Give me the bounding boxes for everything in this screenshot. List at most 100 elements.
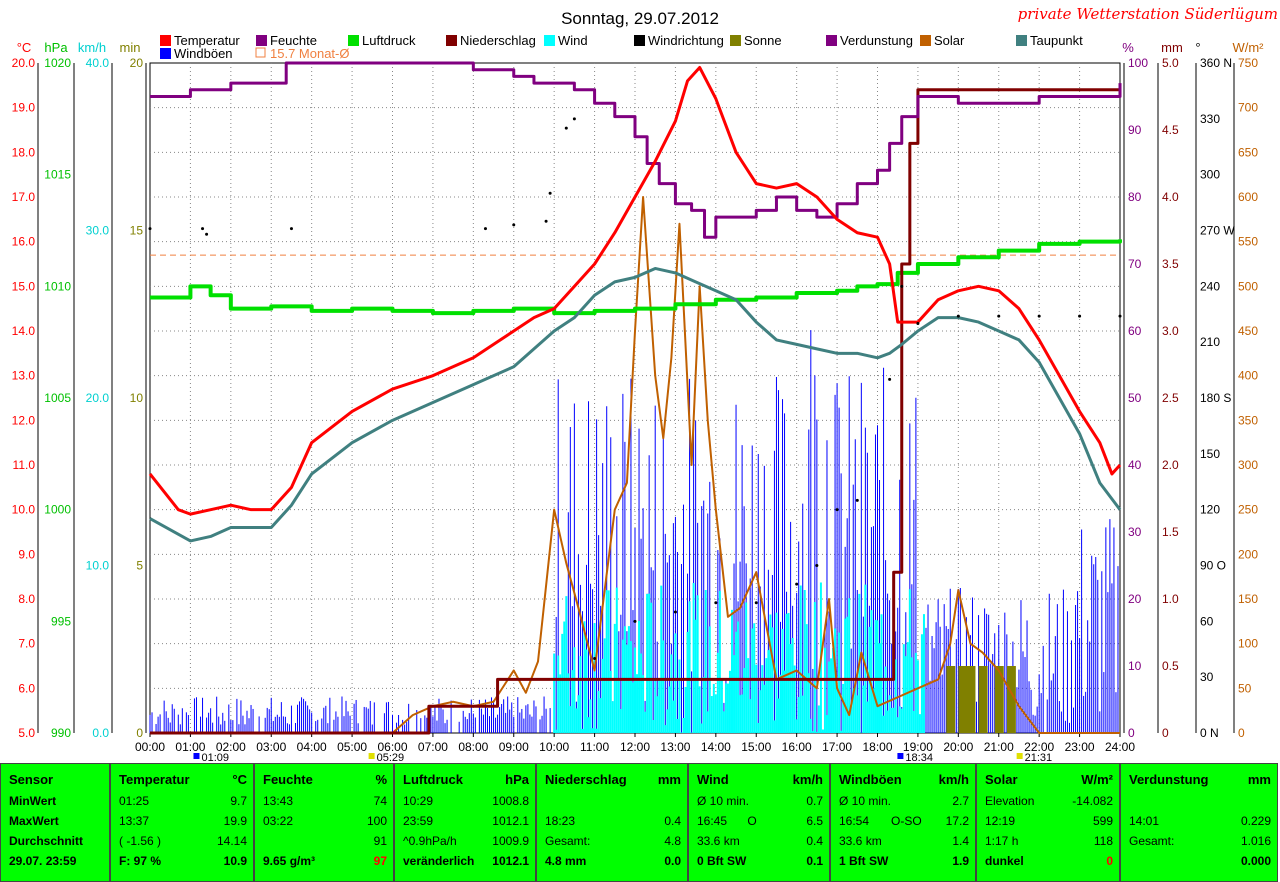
- temp-axis-tick: 5.0: [18, 726, 35, 740]
- wind-direction-point: [916, 322, 920, 326]
- wind-axis-tick: 40.0: [86, 56, 110, 70]
- sun-bar: [946, 666, 956, 733]
- legend-item: Verdunstung: [840, 33, 913, 48]
- sun-axis-tick: 10: [130, 391, 144, 405]
- panel-cell: F: 97 %: [119, 854, 162, 868]
- humidity-axis-tick: 30: [1128, 525, 1142, 539]
- time-marker: [897, 753, 904, 759]
- wind-direction-point: [633, 619, 637, 623]
- x-tick-label: 12:00: [620, 740, 650, 754]
- solar-axis-tick: 600: [1238, 190, 1258, 204]
- panel-header: Windböen km/h: [839, 772, 969, 787]
- direction-axis-tick: 300: [1200, 168, 1220, 182]
- panel-row: 01:25 9.7: [119, 794, 247, 812]
- wind-direction-point: [900, 284, 904, 288]
- panel-cell: 1:17 h: [985, 834, 1019, 848]
- panel-row: veränderlich 1012.1: [403, 854, 529, 872]
- panel-cell: -14.082: [1072, 794, 1113, 808]
- rain-axis-tick: 2.5: [1162, 391, 1179, 405]
- stats-panel-temperatur: Temperatur °C 01:25 9.7 13:37 19.9 ( -1.56 ) 14…: [110, 763, 254, 882]
- solar-axis-tick: 50: [1238, 681, 1252, 695]
- panel-row: 1:17 h 118: [985, 834, 1113, 852]
- wind-axis-unit: km/h: [78, 40, 106, 55]
- panel-row: Ø 10 min. 2.7: [839, 794, 969, 812]
- series-line-taupunkt: [149, 266, 1122, 543]
- legend-item: Windböen: [174, 46, 233, 61]
- wind-direction-point: [593, 657, 597, 661]
- series-windrichtung: [148, 117, 1122, 661]
- legend-swatch: [1016, 35, 1027, 46]
- temp-axis-tick: 15.0: [12, 279, 36, 293]
- rain-axis-tick: 3.0: [1162, 324, 1179, 338]
- legend-swatch: [255, 47, 266, 58]
- series-line-luftdruck: [150, 239, 1122, 316]
- panel-cell: 03:22: [263, 814, 294, 828]
- wind-direction-point: [201, 227, 205, 231]
- stats-panel-wind: Wind km/h Ø 10 min. 0.7 16:45 O 6.5 33.6 km 0.4 0…: [688, 763, 830, 882]
- panel-cell: ( -1.56 ): [119, 834, 162, 848]
- panel-cell: 0.000: [1240, 854, 1271, 868]
- panel-cell: 0: [1106, 854, 1113, 868]
- panel-cell: 0.0: [664, 854, 681, 868]
- panel-cell: MinWert: [9, 794, 57, 808]
- panel-row: dunkel 0: [985, 854, 1113, 872]
- chart-title: Sonntag, 29.07.2012: [561, 9, 719, 28]
- panel-row: 14:01 0.229: [1129, 814, 1271, 832]
- wind-direction-point: [795, 582, 799, 586]
- stats-panel-feuchte: Feuchte% 13:43 74 03:22 100 91 9.65 g/m³ 97: [254, 763, 394, 882]
- pressure-axis-unit: hPa: [44, 40, 68, 55]
- rain-axis-tick: 0: [1162, 726, 1169, 740]
- legend-swatch: [348, 35, 359, 46]
- wind-direction-point: [548, 191, 552, 195]
- panel-cell: 74: [373, 794, 387, 808]
- legend-swatch: [730, 35, 741, 46]
- x-tick-label: 09:00: [499, 740, 529, 754]
- panel-cell: 14:01: [1129, 814, 1160, 828]
- direction-axis-tick: 330: [1200, 112, 1220, 126]
- panel-cell: dunkel: [985, 854, 1024, 868]
- panel-cell: 12:19: [985, 814, 1016, 828]
- panel-cell: 2.7: [952, 794, 969, 808]
- solar-axis-tick: 450: [1238, 324, 1258, 338]
- x-tick-label: 03:00: [256, 740, 286, 754]
- humidity-axis-unit: %: [1122, 40, 1134, 55]
- temp-axis-tick: 8.0: [18, 592, 35, 606]
- solar-axis-tick: 100: [1238, 637, 1258, 651]
- panel-cell: 1009.9: [492, 834, 529, 848]
- rain-axis-tick: 3.5: [1162, 257, 1179, 271]
- wind-direction-point: [205, 232, 209, 236]
- wind-direction-point: [1037, 314, 1041, 318]
- solar-axis-tick: 750: [1238, 56, 1258, 70]
- rain-axis-tick: 4.5: [1162, 123, 1179, 137]
- pressure-axis-tick: 1000: [44, 503, 71, 517]
- legend-item: Solar: [934, 33, 965, 48]
- panel-row: 9.65 g/m³ 97: [263, 854, 387, 872]
- weather-chart: Sonntag, 29.07.2012 private Wetterstatio…: [12, 5, 1278, 763]
- direction-axis-tick: 210: [1200, 335, 1220, 349]
- wind-direction-point: [956, 314, 960, 318]
- panel-header: Solar W/m²: [985, 772, 1113, 787]
- temp-axis-unit: °C: [17, 40, 32, 55]
- temp-axis-tick: 17.0: [12, 190, 36, 204]
- panel-unit: mm: [657, 772, 681, 787]
- panel-row: ( -1.56 ) 14.14: [119, 834, 247, 852]
- panel-header: Niederschlag mm: [545, 772, 681, 787]
- x-tick-label: 19:00: [903, 740, 933, 754]
- x-tick-label: 10:00: [539, 740, 569, 754]
- panel-row: MinWert: [9, 794, 103, 812]
- x-tick-label: 04:00: [297, 740, 327, 754]
- legend-swatch: [826, 35, 837, 46]
- direction-axis-tick: 60: [1200, 614, 1214, 628]
- temp-axis-tick: 7.0: [18, 637, 35, 651]
- panel-cell: 0 Bft SW: [697, 854, 747, 868]
- panel-cell: 13:37: [119, 814, 150, 828]
- panel-row: 23:59 1012.1: [403, 814, 529, 832]
- pressure-axis-tick: 990: [51, 726, 71, 740]
- panel-cell: 13:43: [263, 794, 294, 808]
- temp-axis-tick: 11.0: [13, 458, 36, 472]
- chart-axes: °C20.019.018.017.016.015.014.013.012.011…: [12, 40, 1265, 763]
- pressure-axis-tick: 1020: [44, 56, 71, 70]
- series-line-feuchte: [150, 61, 1122, 239]
- panel-row: 13:43 74: [263, 794, 387, 812]
- panel-cell: 4.8 mm: [545, 854, 587, 868]
